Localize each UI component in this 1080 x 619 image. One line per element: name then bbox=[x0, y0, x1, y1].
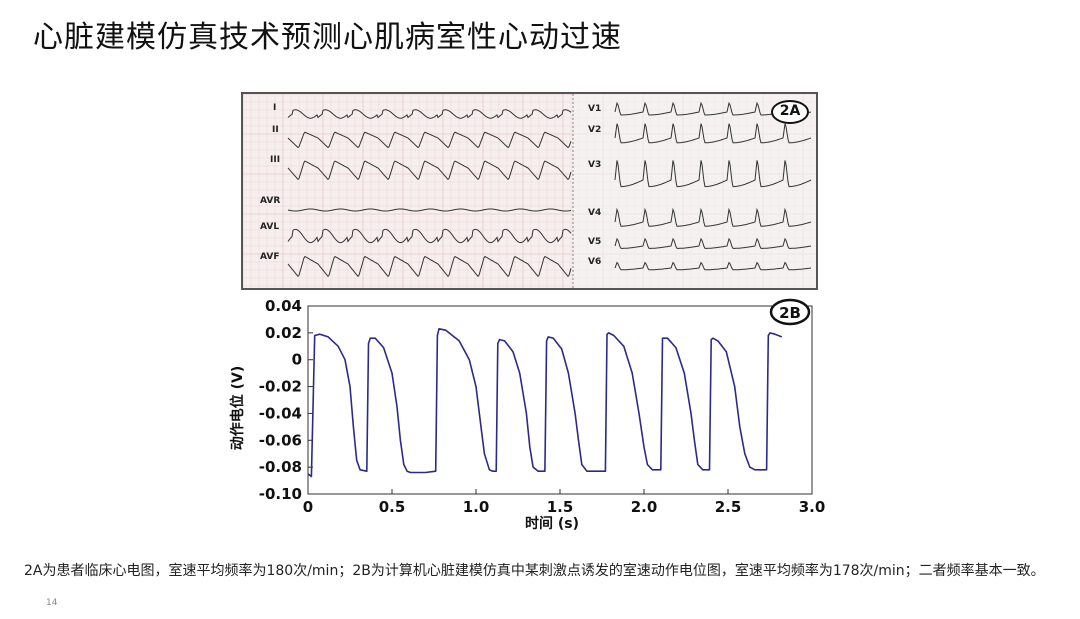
y-tick-label: -0.04 bbox=[259, 404, 302, 422]
x-tick-label: 0 bbox=[303, 498, 313, 516]
ecg-trace-v2 bbox=[614, 123, 812, 144]
x-tick-label: 3.0 bbox=[799, 498, 826, 516]
x-tick-label: 2.0 bbox=[631, 498, 658, 516]
lead-label-v2: V2 bbox=[588, 125, 602, 135]
x-tick-label: 1.5 bbox=[547, 498, 574, 516]
lead-label-v6: V6 bbox=[588, 257, 602, 267]
ecg-trace-iii bbox=[287, 160, 572, 181]
x-tick-label: 0.5 bbox=[379, 498, 406, 516]
lead-label-iii: III bbox=[270, 155, 281, 165]
y-tick-label: 0.04 bbox=[265, 297, 302, 315]
lead-label-avr: AVR bbox=[260, 196, 281, 206]
ecg-trace-v5 bbox=[614, 237, 812, 249]
x-tick-label: 1.0 bbox=[463, 498, 490, 516]
page-number: 14 bbox=[46, 598, 58, 608]
y-tick-label: -0.10 bbox=[259, 485, 302, 503]
slide-title: 心脏建模仿真技术预测心肌病室性心动过速 bbox=[33, 20, 622, 55]
y-tick-label: -0.02 bbox=[259, 378, 302, 396]
ecg-trace-avl bbox=[287, 228, 572, 244]
lead-label-ii: II bbox=[272, 125, 279, 135]
ecg-trace-v6 bbox=[614, 261, 812, 271]
y-tick-label: 0.02 bbox=[265, 324, 302, 342]
lead-label-i: I bbox=[273, 103, 277, 113]
lead-label-v3: V3 bbox=[588, 160, 602, 170]
y-tick-label: -0.08 bbox=[259, 458, 302, 476]
ecg-trace-v4 bbox=[614, 207, 812, 227]
lead-label-v4: V4 bbox=[588, 208, 602, 218]
ecg-trace-v3 bbox=[614, 160, 812, 188]
svg-text:2B: 2B bbox=[779, 304, 801, 322]
ecg-trace-i bbox=[287, 109, 572, 119]
figure-caption: 2A为患者临床心电图，室速平均频率为180次/min；2B为计算机心脏建模仿真中… bbox=[24, 563, 1045, 579]
series-line-0 bbox=[307, 328, 783, 478]
ecg-trace-avr bbox=[287, 208, 572, 212]
y-axis-label: 动作电位 (V) bbox=[229, 366, 246, 451]
ecg-trace-ii bbox=[287, 131, 572, 149]
y-tick-label: 0 bbox=[292, 351, 302, 369]
lead-label-v5: V5 bbox=[588, 237, 602, 247]
lead-label-avf: AVF bbox=[260, 252, 280, 262]
lead-label-avl: AVL bbox=[260, 222, 280, 232]
ecg-tracing bbox=[243, 94, 816, 288]
action-potential-chart: 0.040.020-0.02-0.04-0.06-0.08-0.100 0.5 1.… bbox=[229, 297, 826, 532]
x-tick-label: 2.5 bbox=[715, 498, 742, 516]
lead-label-v1: V1 bbox=[588, 104, 602, 114]
panel-badge-2a: 2A bbox=[771, 100, 809, 124]
panel-badge-2b: 2B bbox=[769, 298, 811, 326]
x-axis-label: 时间 (s) bbox=[525, 515, 579, 532]
y-tick-label: -0.06 bbox=[259, 431, 302, 449]
ecg-panel: I II III AVR AVL AVF V1 V2 V3 V4 V5 V6 2… bbox=[241, 92, 818, 290]
ecg-trace-avf bbox=[287, 255, 572, 278]
